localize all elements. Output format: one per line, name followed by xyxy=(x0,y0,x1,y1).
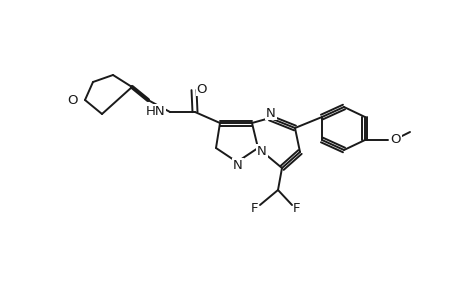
Text: HN: HN xyxy=(145,104,165,118)
Text: O: O xyxy=(67,94,78,106)
Text: F: F xyxy=(293,202,300,215)
Text: O: O xyxy=(196,82,207,95)
Text: O: O xyxy=(390,133,400,146)
Text: F: F xyxy=(251,202,258,215)
Text: N: N xyxy=(233,158,242,172)
Text: N: N xyxy=(266,106,275,119)
Text: N: N xyxy=(257,145,266,158)
